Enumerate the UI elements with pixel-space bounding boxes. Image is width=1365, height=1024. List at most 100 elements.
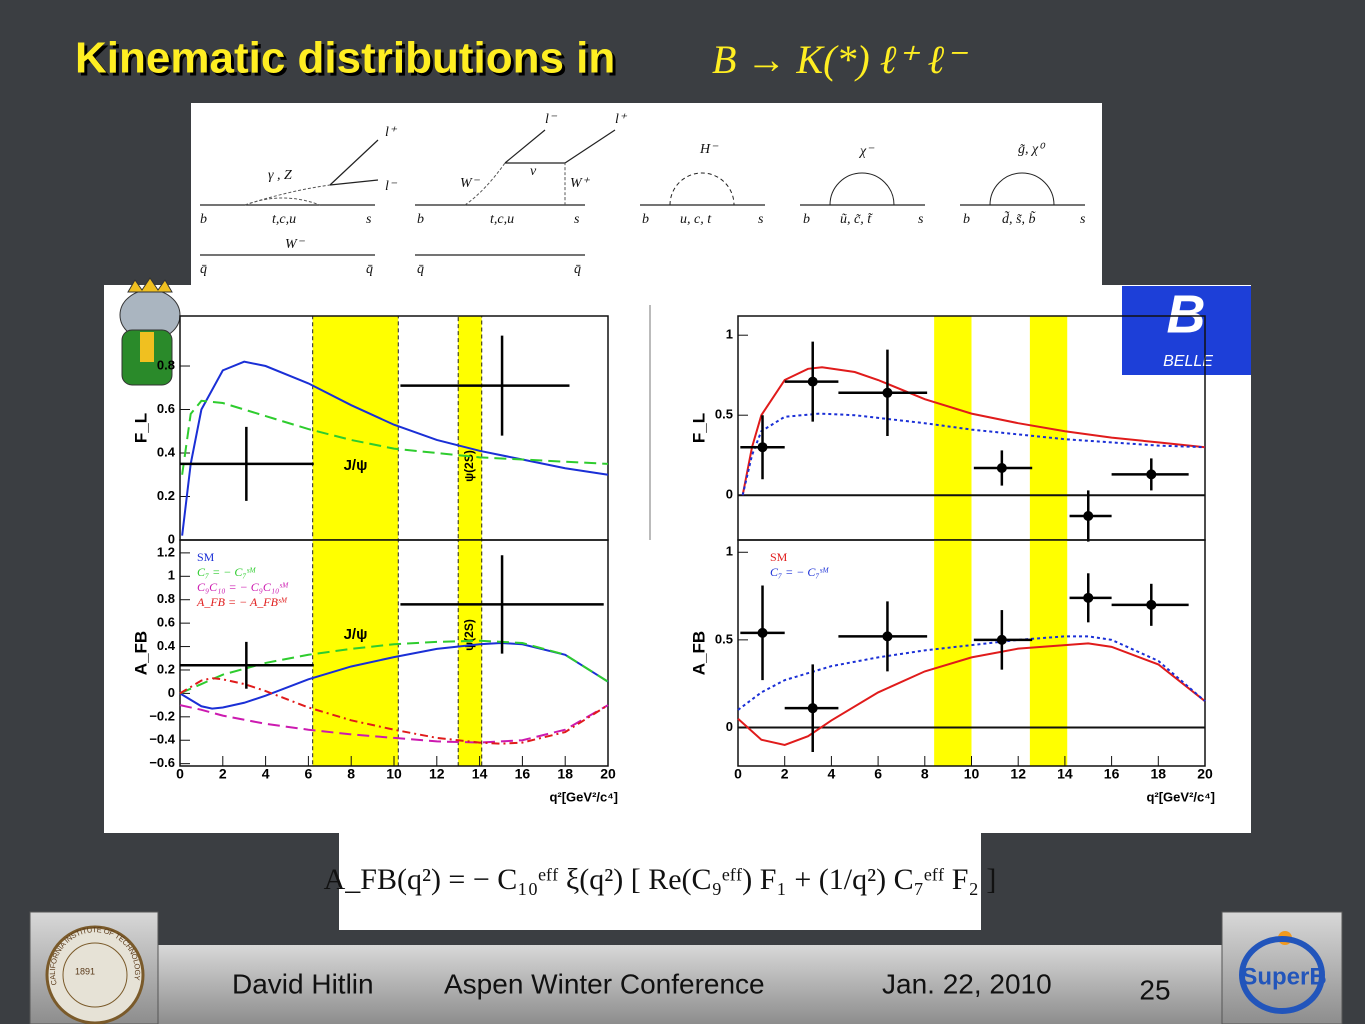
x-tick-label: 10	[386, 766, 402, 782]
diagram-label: b	[963, 212, 970, 227]
page-number: 25	[1139, 974, 1170, 1005]
data-point	[244, 663, 248, 667]
data-point	[996, 463, 1007, 473]
y-axis-label: F_L	[689, 413, 708, 443]
superb-text: SuperB	[1241, 963, 1326, 990]
diagram-label: χ⁻	[858, 144, 875, 159]
diagram-label: s	[1080, 212, 1086, 227]
y-tick-label: 0.2	[157, 661, 175, 676]
x-tick-label: 6	[305, 766, 313, 782]
footer-bar	[155, 945, 1225, 1024]
title: Kinematic distributions in	[75, 34, 615, 83]
y-axis-label: F_L	[131, 413, 150, 443]
y-tick-label: 1.2	[157, 544, 175, 559]
y-tick-label: 0.6	[157, 401, 175, 416]
x-tick-label: 14	[1057, 766, 1073, 782]
legend-entry: A_FB = − A_FBˢᴹ	[196, 595, 287, 609]
y-tick-label: 1	[726, 544, 733, 559]
curve	[181, 399, 609, 475]
diagram-label: ν	[530, 164, 537, 179]
diagram-arc	[829, 172, 895, 206]
plot-panel	[104, 285, 1251, 833]
diagram-arc	[669, 172, 735, 206]
band	[457, 539, 483, 767]
curve	[179, 677, 609, 745]
data-point	[807, 376, 818, 387]
x-tick-label: 14	[472, 766, 488, 782]
diagram-label: γ , Z	[268, 168, 292, 183]
y-tick-label: 0.5	[715, 631, 733, 646]
diagram-label: s	[574, 212, 580, 227]
band	[312, 315, 399, 541]
y-tick-label: 0.2	[157, 488, 175, 503]
diagram-label: q̄	[417, 262, 424, 277]
diagram-label: q̄	[574, 262, 581, 277]
data-point	[882, 631, 893, 642]
diagram-label: b	[417, 212, 424, 227]
x-tick-label: 20	[1197, 766, 1213, 782]
formula-panel	[339, 833, 981, 930]
x-tick-label: 16	[1104, 766, 1120, 782]
data-point	[757, 627, 768, 638]
diagram-label: W⁻	[285, 237, 306, 252]
curve	[737, 642, 1206, 747]
x-axis-label: q²[GeV²/c⁴]	[1146, 789, 1215, 804]
diagram-label: u, c, t	[680, 212, 712, 227]
x-tick-label: 18	[1151, 766, 1167, 782]
data-point	[500, 384, 504, 388]
superb-ring	[1239, 936, 1325, 1014]
band	[934, 316, 972, 540]
diagram-arc	[989, 172, 1055, 206]
belle-logo	[1122, 286, 1251, 375]
legend-entry: C₇ = − C₇ˢᴹ	[770, 565, 829, 579]
diagram-line	[564, 129, 616, 164]
y-tick-label: 0.4	[157, 444, 176, 459]
curve	[179, 704, 609, 744]
x-tick-label: 0	[734, 766, 742, 782]
diagram-label: W⁻	[460, 176, 481, 191]
diagram-wavy	[244, 197, 321, 206]
legend-entry: SM	[197, 550, 215, 564]
caltech-year: 1891	[75, 966, 95, 976]
diagram-label: q̄	[366, 262, 373, 277]
y-tick-label: 0.6	[157, 615, 175, 630]
title-formula: B → K(*) ℓ⁺ ℓ⁻	[712, 37, 968, 82]
data-point	[1146, 599, 1157, 610]
diagram-label: b	[642, 212, 649, 227]
x-tick-label: 6	[874, 766, 882, 782]
x-tick-label: 2	[219, 766, 227, 782]
x-tick-label: 20	[600, 766, 616, 782]
diagram-label: l⁺	[615, 112, 628, 127]
title-shadow: Kinematic distributions in	[78, 37, 618, 86]
legend-entry: SM	[770, 550, 788, 564]
diagram-line	[504, 129, 546, 164]
x-tick-label: 12	[1010, 766, 1026, 782]
data-point	[500, 602, 504, 606]
diagram-label: t,c,u	[272, 212, 296, 227]
diagram-label: q̄	[200, 262, 207, 277]
x-tick-label: 12	[429, 766, 445, 782]
y-tick-label: 0.5	[715, 407, 733, 422]
diagram-line	[329, 139, 379, 186]
diagram-label: b	[803, 212, 810, 227]
y-tick-label: −0.6	[149, 755, 175, 770]
diagram-label: l⁻	[545, 112, 558, 127]
diagram-label: ũ, c̃, t̃	[840, 212, 873, 227]
diagram-label: s	[758, 212, 764, 227]
data-point	[996, 634, 1007, 645]
diagram-label: l⁺	[385, 125, 398, 140]
y-axis-label: A_FB	[131, 631, 150, 675]
formula: A_FB(q²) = − C₁₀ᵉᶠᶠ ξ(q²) [ Re(C₉ᵉᶠᶠ) F₁…	[324, 863, 997, 896]
band-label: J/ψ	[344, 457, 368, 474]
diagram-label: g̃, χ⁰	[1018, 142, 1046, 157]
curve	[737, 635, 1206, 711]
y-tick-label: 0	[168, 685, 175, 700]
y-tick-label: 0	[168, 531, 175, 546]
footer-author: David Hitlin	[232, 968, 374, 999]
x-tick-label: 8	[347, 766, 355, 782]
diagram-label: t,c,u	[490, 212, 514, 227]
y-tick-label: 0	[726, 487, 733, 502]
band	[934, 540, 972, 766]
